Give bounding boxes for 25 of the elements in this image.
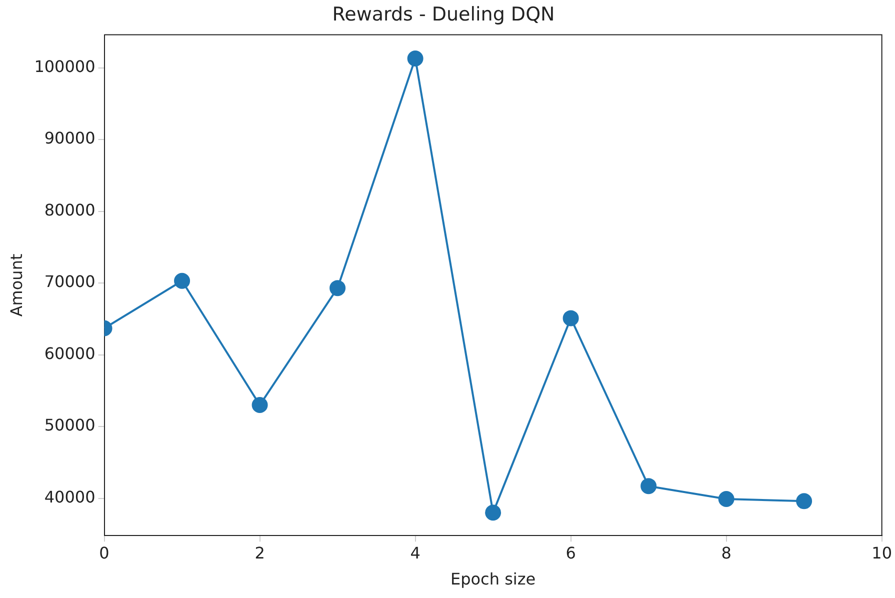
point: [562, 310, 579, 326]
point: [407, 50, 424, 66]
y-axis-title: Amount: [6, 254, 26, 317]
point: [796, 493, 812, 510]
y-tick-label: 80000: [44, 200, 96, 220]
x-tick-label: 10: [872, 543, 892, 562]
y-tick-label: 100000: [34, 56, 96, 76]
x-tick-label: 4: [410, 543, 420, 562]
x-tick-label: 6: [566, 543, 576, 562]
x-tick-label: 0: [99, 543, 110, 562]
chart-title: Rewards - Dueling DQN: [332, 3, 555, 26]
x-axis-title: Epoch size: [450, 570, 536, 589]
y-tick-label: 40000: [44, 487, 96, 506]
point: [330, 280, 346, 296]
x-tick-label: 2: [254, 543, 265, 562]
point: [718, 491, 734, 508]
y-tick-label: 60000: [44, 344, 96, 363]
y-tick-label: 90000: [44, 128, 96, 148]
point: [485, 504, 502, 521]
point: [174, 272, 190, 289]
y-tick-label: 50000: [44, 416, 96, 435]
x-tick-label: 8: [721, 543, 732, 562]
point: [640, 478, 657, 494]
point: [252, 397, 268, 414]
y-tick-label: 70000: [44, 272, 96, 292]
